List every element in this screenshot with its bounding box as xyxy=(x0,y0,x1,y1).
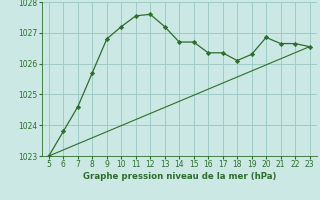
X-axis label: Graphe pression niveau de la mer (hPa): Graphe pression niveau de la mer (hPa) xyxy=(83,172,276,181)
